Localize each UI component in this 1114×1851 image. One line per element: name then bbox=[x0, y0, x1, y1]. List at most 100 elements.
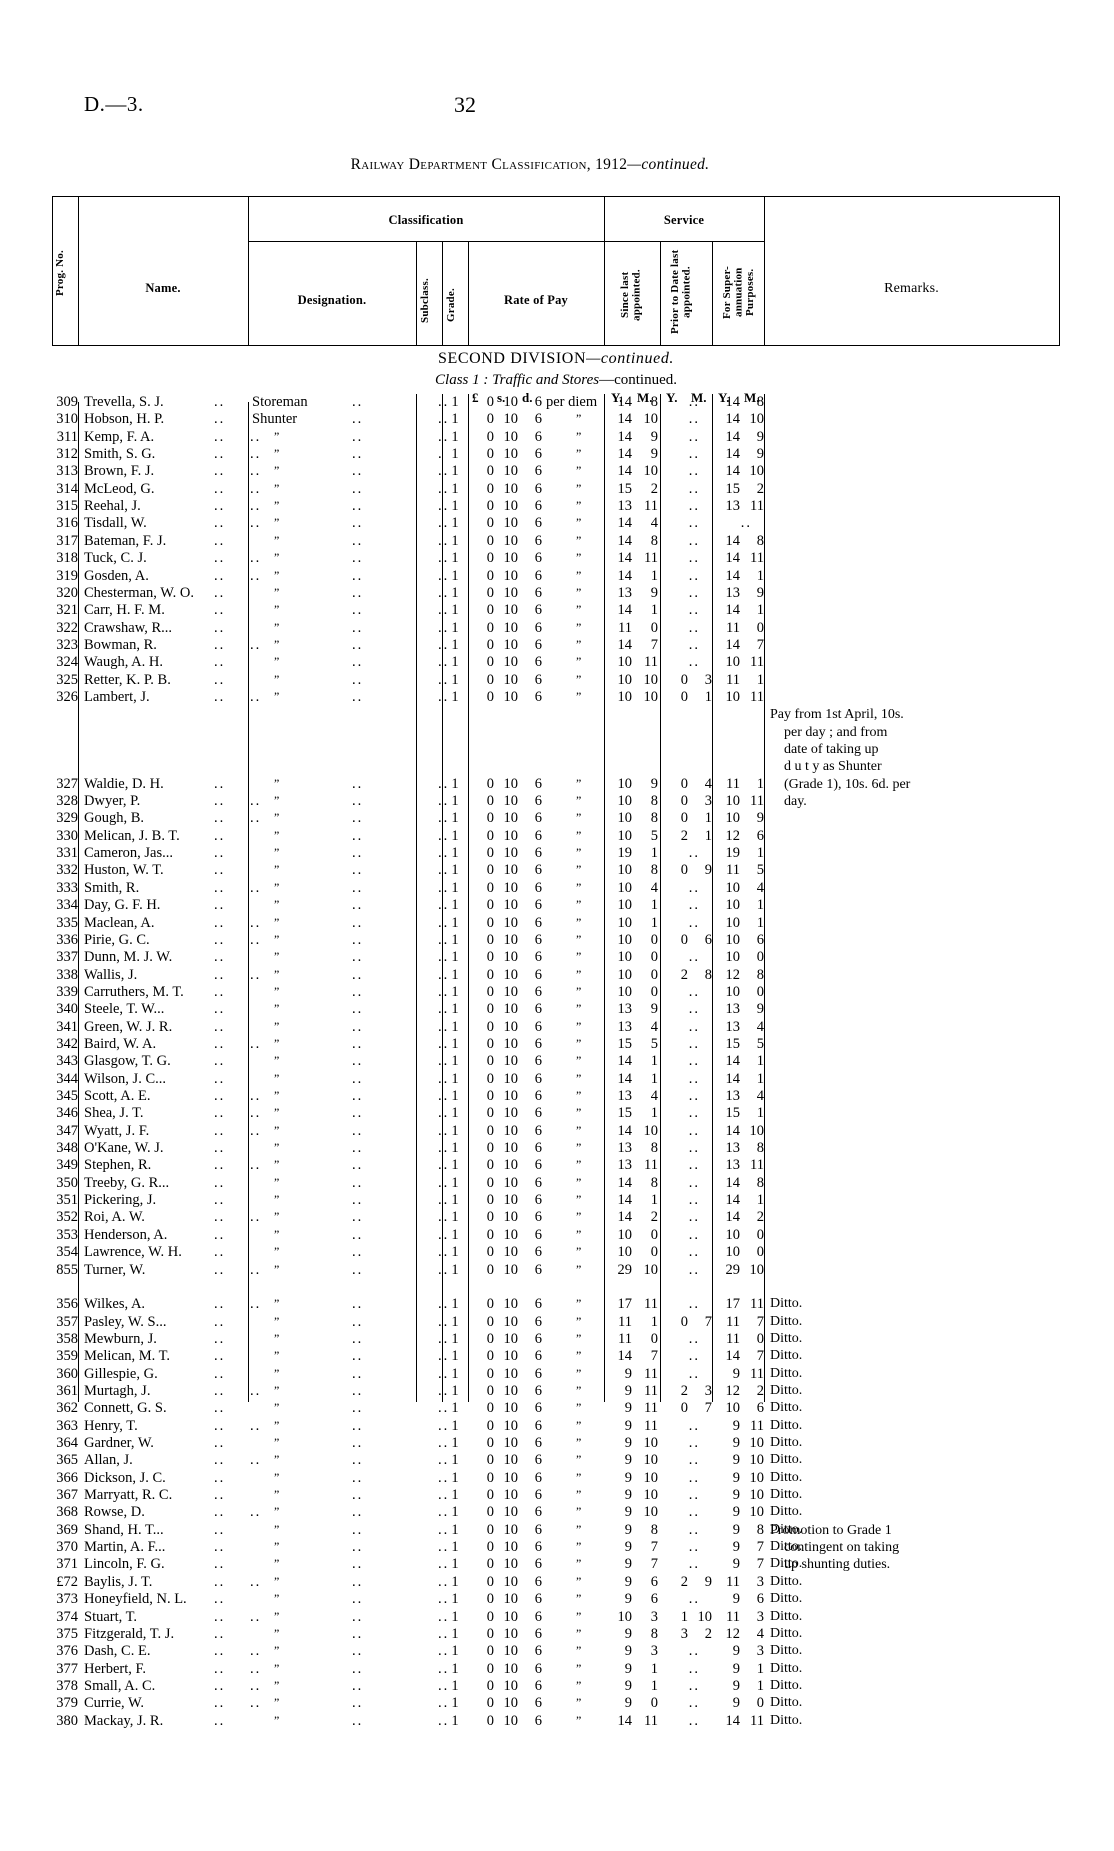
cell-name: Steele, T. W... bbox=[84, 1001, 165, 1018]
cell-since-years: 10 bbox=[617, 914, 633, 931]
table-row: 378 Small, A. C.....”.... 1 0 10 6” 9 1.. 9 1 Ditt… bbox=[52, 1678, 1060, 1695]
cell-super-months: 1 bbox=[756, 1677, 764, 1694]
cell-super-months: 10 bbox=[749, 1504, 765, 1521]
cell-since-months: 1 bbox=[650, 1192, 658, 1209]
ym-header-prior-y: Y. bbox=[666, 390, 678, 405]
cell-prior-years: .. bbox=[688, 515, 700, 532]
cell-super-years: 9 bbox=[732, 1504, 740, 1521]
cell-designation-dots: .. bbox=[352, 827, 364, 844]
cell-since-years: 13 bbox=[617, 498, 633, 515]
cell-rate-shillings: 10 bbox=[503, 428, 519, 445]
cell-rate-shillings: 10 bbox=[503, 1712, 519, 1729]
cell-name-dots: .. bbox=[214, 1539, 226, 1556]
remarks-note-line: per day ; and from bbox=[784, 724, 888, 740]
cell-name-dots-2: .. bbox=[250, 810, 262, 827]
cell-grade: 1 bbox=[451, 394, 459, 410]
cell-name: Lincoln, F. G. bbox=[84, 1556, 165, 1573]
cell-grade: 1 bbox=[451, 983, 459, 1000]
cell-super-years: 13 bbox=[725, 1140, 741, 1157]
cell-designation: ” bbox=[274, 1591, 280, 1606]
cell-grade: 1 bbox=[451, 1712, 459, 1729]
cell-since-years: 10 bbox=[617, 1226, 633, 1243]
cell-prog-no: 361 bbox=[56, 1382, 78, 1399]
cell-name: Huston, W. T. bbox=[84, 862, 164, 879]
cell-remarks: Ditto. bbox=[770, 1348, 803, 1364]
cell-rate-shillings: 10 bbox=[503, 498, 519, 515]
cell-since-years: 10 bbox=[617, 810, 633, 827]
cell-since-months: 7 bbox=[650, 1539, 658, 1556]
cell-prog-no: 337 bbox=[56, 949, 78, 966]
cell-super-years: 14 bbox=[725, 532, 741, 549]
cell-prior-years: .. bbox=[688, 1469, 700, 1486]
cell-rate-pence: 6 bbox=[534, 1192, 542, 1209]
cell-rate-pounds: 0 bbox=[486, 636, 494, 653]
cell-since-years: 14 bbox=[617, 1209, 633, 1226]
cell-designation-dots: .. bbox=[352, 446, 364, 463]
cell-designation: ” bbox=[274, 1695, 280, 1710]
cell-rate-period: ” bbox=[576, 1365, 582, 1380]
cell-super-years: 29 bbox=[725, 1261, 741, 1278]
cell-name: O'Kane, W. J. bbox=[84, 1140, 164, 1157]
cell-designation: ” bbox=[274, 914, 280, 929]
header-for-superannuation-purposes: For Super- annuation Purposes. bbox=[721, 265, 757, 319]
cell-rate-shillings: 10 bbox=[503, 1313, 519, 1330]
cell-name-dots: .. bbox=[214, 1556, 226, 1573]
cell-super-months: 6 bbox=[756, 827, 764, 844]
cell-rate-pounds: 0 bbox=[486, 654, 494, 671]
cell-rate-pence: 6 bbox=[534, 1035, 542, 1052]
cell-prog-no: 310 bbox=[56, 411, 78, 428]
cell-rate-shillings: 10 bbox=[503, 1122, 519, 1139]
cell-since-months: 8 bbox=[650, 532, 658, 549]
cell-designation: ” bbox=[274, 879, 280, 894]
cell-grade: 1 bbox=[451, 931, 459, 948]
cell-designation: ” bbox=[274, 1157, 280, 1172]
cell-prior-months: 3 bbox=[704, 1382, 712, 1399]
cell-super-months: 4 bbox=[756, 1018, 764, 1035]
cell-since-years: 13 bbox=[617, 584, 633, 601]
table-row: 375 Fitzgerald, T. J...”.... 1 0 10 6” 9 8 3 2 12 4… bbox=[52, 1626, 1060, 1643]
cell-rate-shillings: 10 bbox=[503, 1591, 519, 1608]
cell-rate-pence: 6 bbox=[534, 1105, 542, 1122]
cell-rate-pounds: 0 bbox=[486, 810, 494, 827]
cell-since-years: 14 bbox=[617, 394, 633, 410]
cell-designation-dots-2: .. bbox=[438, 498, 450, 515]
cell-designation: Storeman bbox=[252, 394, 308, 410]
cell-designation-dots-2: .. bbox=[438, 845, 450, 862]
cell-name-dots: .. bbox=[214, 1382, 226, 1399]
cell-name-dots: .. bbox=[214, 931, 226, 948]
cell-name-dots-2: .. bbox=[250, 636, 262, 653]
cell-super-months: 8 bbox=[756, 1174, 764, 1191]
cell-rate-pounds: 0 bbox=[486, 1695, 494, 1712]
cell-rate-period: ” bbox=[576, 1677, 582, 1692]
cell-name-dots-2: .. bbox=[250, 463, 262, 480]
cell-prior-years: .. bbox=[688, 1643, 700, 1660]
cell-super-years: 10 bbox=[725, 931, 741, 948]
cell-rate-shillings: 10 bbox=[503, 1174, 519, 1191]
cell-rate-period: ” bbox=[576, 1313, 582, 1328]
cell-super-years: 9 bbox=[732, 1487, 740, 1504]
cell-rate-pounds: 0 bbox=[486, 1608, 494, 1625]
cell-name: Scott, A. E. bbox=[84, 1088, 151, 1104]
cell-designation: ” bbox=[274, 1192, 280, 1207]
cell-super-months: 11 bbox=[750, 793, 764, 810]
cell-rate-pounds: 0 bbox=[486, 1001, 494, 1018]
header-prior-to-date-last-appointed: Prior to Date last appointed. bbox=[669, 249, 693, 335]
cell-super-years: 14 bbox=[725, 636, 741, 653]
remarks-note-line: Promotion to Grade 1 bbox=[770, 1522, 892, 1538]
cell-designation-dots: .. bbox=[352, 1660, 364, 1677]
cell-rate-pounds: 0 bbox=[486, 1365, 494, 1382]
cell-super-years: 14 bbox=[725, 602, 741, 619]
cell-since-months: 11 bbox=[644, 1157, 658, 1174]
cell-rate-pence: 6 bbox=[534, 1539, 542, 1556]
cell-designation: ” bbox=[274, 1313, 280, 1328]
cell-prior-years: .. bbox=[688, 1695, 700, 1712]
cell-designation-dots: .. bbox=[352, 914, 364, 931]
cell-designation-dots: .. bbox=[352, 1140, 364, 1157]
cell-name: Wallis, J. bbox=[84, 966, 138, 983]
cell-designation-dots: .. bbox=[352, 862, 364, 879]
cell-name-dots: .. bbox=[214, 1625, 226, 1642]
cell-name: Dash, C. E. bbox=[84, 1643, 151, 1660]
division-suffix: —continued. bbox=[586, 350, 675, 367]
cell-rate-shillings: 10 bbox=[503, 1469, 519, 1486]
cell-prior-months: 2 bbox=[704, 1625, 712, 1642]
